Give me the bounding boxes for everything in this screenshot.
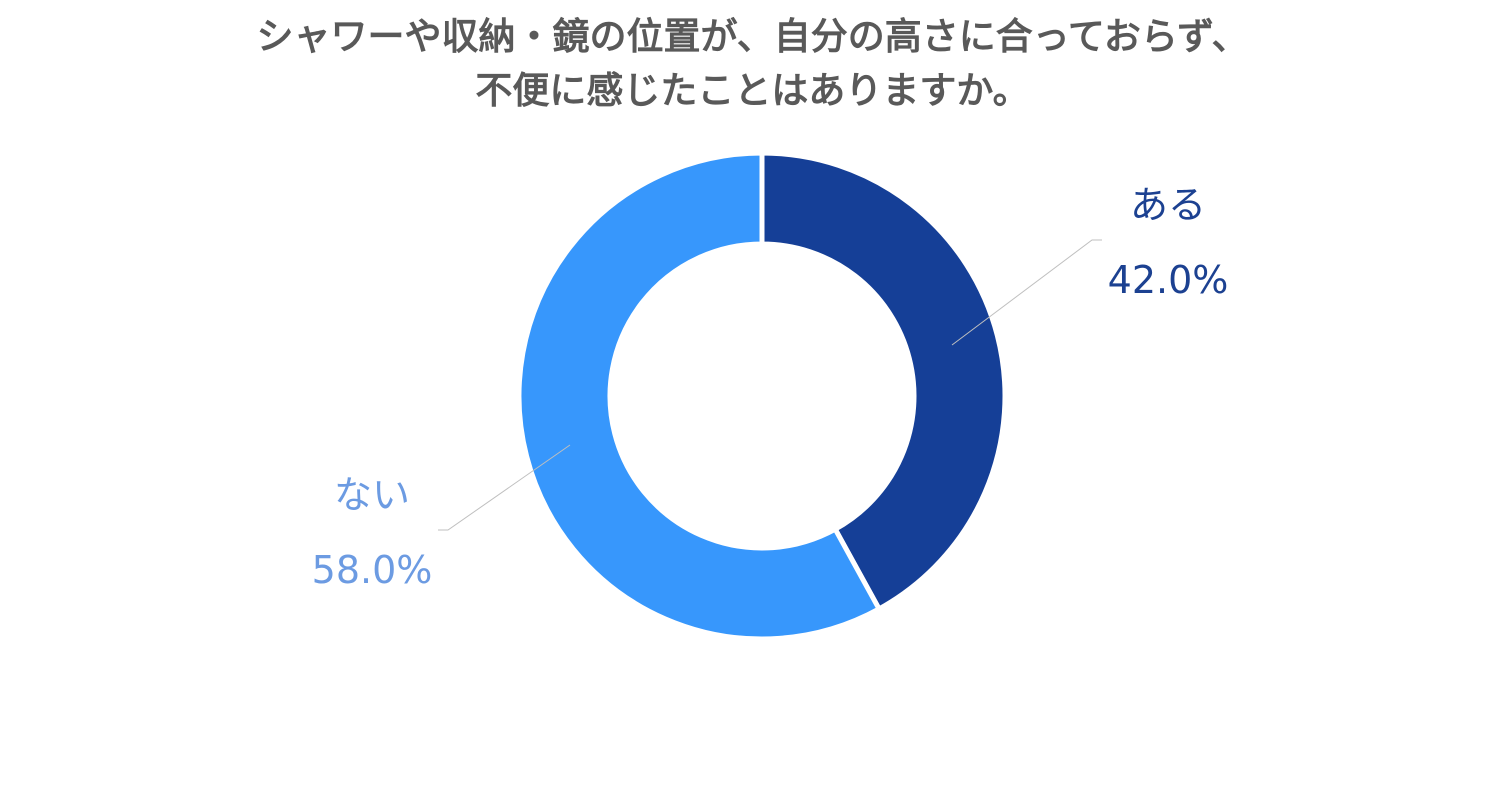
slice-labels: ある 42.0% ない 58.0%	[312, 183, 1229, 592]
value-label: 58.0%	[312, 548, 433, 592]
chart-title-line-2: 不便に感じたことはありますか。	[475, 69, 1030, 112]
donut-slices	[516, 150, 1008, 642]
category-label: ない	[334, 473, 410, 517]
category-label: ある	[1130, 183, 1206, 227]
value-label: 42.0%	[1108, 258, 1229, 302]
chart-title-line-1: シャワーや収納・鏡の位置が、自分の高さに合っておらず、	[256, 15, 1249, 58]
leader-lines	[438, 239, 1102, 531]
donut-slice-aru	[759, 150, 1008, 613]
leader-line-aru	[951, 239, 1102, 346]
leader-line-nai	[438, 444, 571, 531]
chart-title: シャワーや収納・鏡の位置が、自分の高さに合っておらず、 不便に感じたことはありま…	[0, 10, 1505, 118]
donut-slice-nai	[516, 150, 883, 642]
